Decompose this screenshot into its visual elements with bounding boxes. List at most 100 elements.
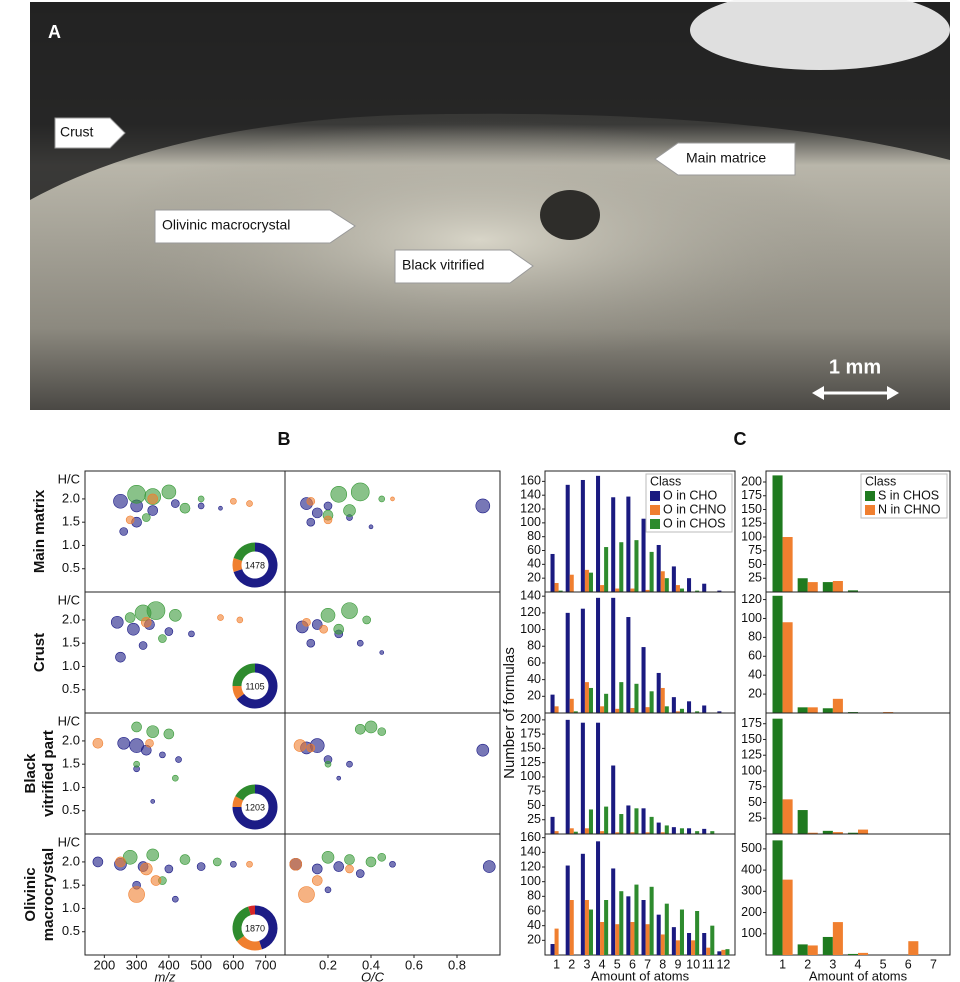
- y-tick-label: 2.0: [62, 853, 80, 868]
- pie-segment: [232, 906, 252, 942]
- point: [344, 854, 355, 865]
- x-tick-label: 3: [583, 957, 590, 971]
- bar: [550, 553, 555, 592]
- y-tick-label: 20: [527, 933, 541, 947]
- point: [482, 860, 496, 873]
- point: [147, 493, 159, 505]
- bar: [569, 574, 574, 592]
- point: [92, 856, 104, 868]
- point: [354, 723, 366, 735]
- bar: [604, 806, 609, 834]
- legend-label: S in CHOS: [878, 488, 939, 502]
- point: [125, 515, 135, 525]
- y-tick-label: 80: [527, 529, 541, 543]
- legend-label: O in CHO: [663, 488, 717, 502]
- x-tick-label: 700: [255, 957, 277, 972]
- bar: [822, 708, 833, 713]
- bar: [645, 707, 650, 713]
- x-tick-label: 7: [644, 957, 651, 971]
- y-tick-label: 140: [520, 588, 541, 602]
- y-tick-label: 175: [741, 716, 762, 730]
- bar: [656, 822, 661, 834]
- y-tick-label: 80: [748, 630, 762, 644]
- point: [139, 862, 153, 876]
- bar: [710, 831, 715, 834]
- bar: [645, 924, 650, 955]
- point: [146, 601, 166, 620]
- point: [236, 616, 244, 624]
- point: [179, 502, 191, 514]
- point: [138, 641, 148, 650]
- y-tick-label: 120: [520, 605, 541, 619]
- point: [164, 627, 174, 636]
- point: [218, 505, 223, 511]
- point: [390, 496, 395, 502]
- y-tick-label: 60: [527, 903, 541, 917]
- point: [164, 864, 174, 874]
- point: [311, 619, 323, 630]
- point: [169, 608, 182, 622]
- bar: [584, 828, 589, 834]
- bar: [611, 765, 616, 834]
- point: [119, 527, 129, 536]
- bar: [600, 831, 605, 834]
- bar: [584, 900, 589, 955]
- bar: [710, 925, 715, 955]
- y-tick-label: 80: [527, 889, 541, 903]
- point: [161, 484, 177, 500]
- point: [146, 848, 160, 862]
- y-tick-label: 60: [748, 649, 762, 663]
- bar: [695, 711, 700, 713]
- y-tick-label: 0.5: [62, 560, 80, 575]
- bar: [702, 705, 707, 713]
- bar: [588, 809, 593, 834]
- y-tick-label: 40: [527, 918, 541, 932]
- bar: [569, 900, 574, 955]
- bar: [600, 922, 605, 955]
- x-tick-label: 11: [702, 957, 715, 971]
- y-tick-label: 50: [748, 557, 762, 571]
- bar: [691, 940, 696, 955]
- bar: [554, 706, 559, 713]
- point: [129, 738, 144, 753]
- bar: [554, 583, 559, 592]
- plot-frame: [765, 591, 951, 714]
- bar: [600, 706, 605, 713]
- y-tick-label: 1.0: [62, 658, 80, 673]
- bar: [588, 909, 593, 955]
- pie-segment: [232, 685, 245, 700]
- row-label: macrocrystal: [40, 848, 57, 941]
- point: [146, 725, 160, 738]
- x-tick-label: 10: [686, 957, 700, 971]
- bar: [554, 928, 559, 955]
- y-tick-label: 40: [527, 672, 541, 686]
- bar: [600, 585, 605, 592]
- point: [320, 607, 336, 623]
- scale-label: 1 mm: [829, 356, 881, 378]
- point: [127, 484, 146, 504]
- bar: [908, 941, 919, 955]
- point: [128, 886, 145, 903]
- point: [346, 760, 353, 768]
- point: [127, 622, 140, 636]
- y-tick-label: 120: [741, 592, 762, 606]
- y-tick-label: 25: [527, 812, 541, 826]
- legend-label: O in CHNO: [663, 502, 726, 516]
- x-axis-label: Amount of atoms: [809, 968, 908, 982]
- point: [306, 496, 316, 506]
- point: [341, 602, 358, 619]
- panel-letter: A: [48, 22, 61, 42]
- y-tick-label: 200: [741, 474, 762, 488]
- point: [333, 861, 345, 872]
- bar: [807, 582, 818, 592]
- bar: [706, 947, 711, 955]
- y-tick-label: 160: [520, 830, 541, 844]
- x-axis-label: O/C: [361, 969, 385, 982]
- legend-swatch: [650, 519, 660, 529]
- point: [230, 497, 237, 505]
- y-tick-label: 100: [520, 515, 541, 529]
- y-tick-label: 125: [741, 748, 762, 762]
- legend-title: Class: [650, 474, 681, 488]
- photo-label: Main matrice: [686, 150, 766, 166]
- bar: [858, 829, 869, 834]
